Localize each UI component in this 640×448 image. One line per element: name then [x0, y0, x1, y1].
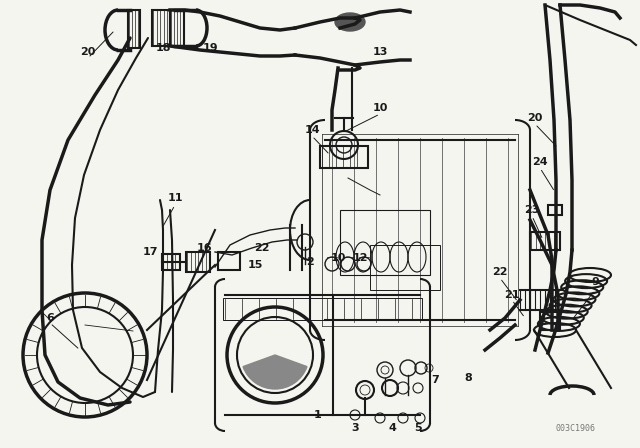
Text: 12: 12 — [352, 253, 368, 263]
Text: 20: 20 — [527, 113, 543, 123]
Text: 17: 17 — [142, 247, 157, 257]
Text: 1: 1 — [314, 410, 322, 420]
Bar — [320, 146, 368, 168]
Text: 4: 4 — [388, 423, 396, 433]
Text: 2: 2 — [306, 257, 314, 267]
Text: 9: 9 — [591, 277, 599, 287]
Text: 22: 22 — [492, 267, 508, 277]
Bar — [128, 10, 140, 48]
Bar — [170, 10, 184, 46]
Bar — [548, 205, 562, 215]
Text: 7: 7 — [431, 375, 439, 385]
Bar — [370, 245, 440, 290]
Bar — [340, 210, 430, 275]
Text: 10: 10 — [372, 103, 388, 113]
Text: 11: 11 — [167, 193, 183, 203]
Text: 10: 10 — [330, 253, 346, 263]
Text: 24: 24 — [532, 157, 548, 167]
Text: 15: 15 — [247, 260, 262, 270]
Text: 18: 18 — [156, 43, 171, 53]
Bar — [186, 252, 210, 272]
Text: 16: 16 — [197, 243, 213, 253]
Text: 3: 3 — [351, 423, 359, 433]
Bar — [162, 254, 180, 270]
Text: 22: 22 — [254, 243, 269, 253]
Bar — [530, 232, 560, 250]
Text: 5: 5 — [414, 423, 422, 433]
Ellipse shape — [335, 13, 365, 31]
Bar — [223, 298, 422, 320]
Text: 6: 6 — [46, 313, 54, 323]
Text: 19: 19 — [202, 43, 218, 53]
Text: 21: 21 — [504, 290, 520, 300]
Text: 20: 20 — [80, 47, 96, 57]
Bar — [540, 312, 560, 330]
Text: 13: 13 — [372, 47, 388, 57]
Text: 23: 23 — [524, 205, 540, 215]
Wedge shape — [243, 355, 307, 389]
Bar — [218, 252, 240, 270]
Text: 003C1906: 003C1906 — [555, 423, 595, 432]
Bar — [152, 10, 170, 46]
Text: 14: 14 — [304, 125, 320, 135]
Text: 8: 8 — [464, 373, 472, 383]
